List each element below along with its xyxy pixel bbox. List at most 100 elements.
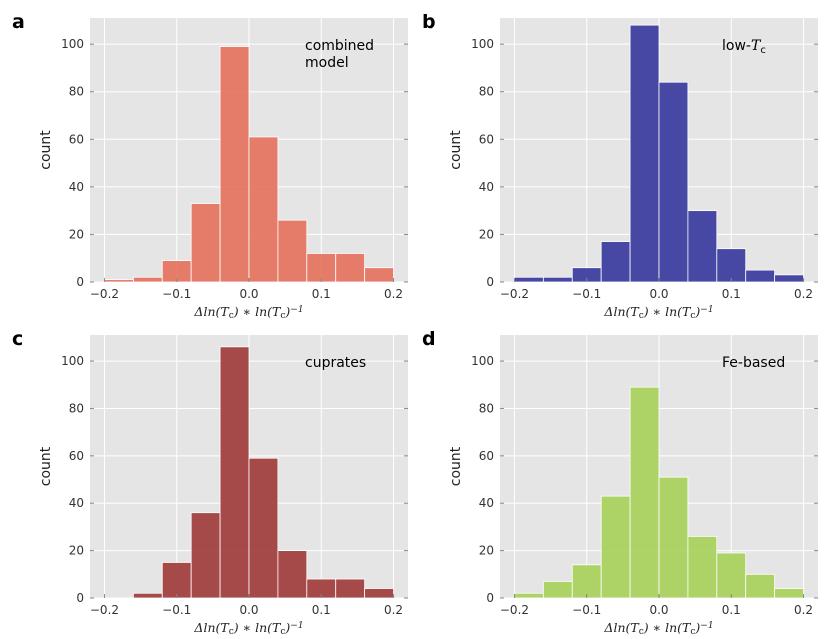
y-tick-label: 40 <box>69 496 84 510</box>
x-axis-label: Δln(Tc) ∗ ln(Tc)−1 <box>603 620 713 637</box>
histogram-bar <box>132 276 163 283</box>
histogram-bar <box>277 219 308 283</box>
histogram-bar <box>514 592 544 599</box>
histogram-bar <box>248 457 279 599</box>
y-tick-label: 100 <box>61 354 84 368</box>
histogram-bar <box>335 578 366 599</box>
histogram-bar <box>774 588 804 599</box>
x-tick-label: 0.1 <box>312 603 331 617</box>
panel-annotation: low-Tc <box>722 38 766 56</box>
x-tick-label: −0.1 <box>162 287 191 301</box>
y-tick-label: 0 <box>486 591 494 605</box>
panel-letter: a <box>12 11 25 33</box>
histogram-bar <box>629 24 660 283</box>
histogram-bar <box>774 274 804 283</box>
x-tick-label: 0.0 <box>649 287 668 301</box>
y-tick-label: 60 <box>69 132 84 146</box>
histogram-bar <box>745 269 776 283</box>
panel-d: −0.2 −0.1 0.0 0.1 0.2 0 20 40 60 80 100 count Δln(Tc… <box>422 328 818 637</box>
histogram-bar <box>364 588 394 599</box>
panel-a: −0.2 −0.1 0.0 0.1 0.2 0 20 40 60 80 100 count Δln(Tc… <box>12 11 408 321</box>
x-tick-label: 0.2 <box>794 603 813 617</box>
x-tick-label: 0.2 <box>794 287 813 301</box>
histogram-bar <box>335 253 366 283</box>
histogram-bar <box>716 248 747 283</box>
y-tick-label: 80 <box>69 401 84 415</box>
y-tick-label: 40 <box>69 180 84 194</box>
y-tick-label: 60 <box>69 449 84 463</box>
panel-annotation: combined <box>305 38 374 54</box>
y-axis-label: count <box>38 446 54 486</box>
x-tick-label: −0.1 <box>572 603 601 617</box>
y-tick-label: 80 <box>69 85 84 99</box>
panel-letter: c <box>12 328 23 350</box>
y-tick-label: 60 <box>479 132 494 146</box>
histogram-bar <box>132 592 163 599</box>
y-tick-label: 20 <box>69 544 84 558</box>
histogram-bar <box>364 267 394 283</box>
x-tick-label: 0.1 <box>722 287 741 301</box>
histogram-bar <box>629 386 660 599</box>
histogram-bar <box>571 564 602 599</box>
x-axis-label: Δln(Tc) ∗ ln(Tc)−1 <box>603 304 713 321</box>
y-tick-label: 0 <box>76 275 84 289</box>
panel-letter: d <box>422 328 436 350</box>
x-tick-label: −0.2 <box>500 603 529 617</box>
x-tick-label: 0.0 <box>649 603 668 617</box>
y-tick-label: 0 <box>486 275 494 289</box>
histogram-bar <box>745 573 776 599</box>
histogram-bar <box>716 552 747 599</box>
panel-annotation: model <box>305 55 349 71</box>
histogram-bar <box>542 581 573 599</box>
x-tick-label: −0.1 <box>572 287 601 301</box>
histogram-bar <box>600 495 631 599</box>
y-tick-label: 20 <box>479 227 494 241</box>
panel-letter: b <box>422 11 436 33</box>
y-axis-label: count <box>448 130 464 170</box>
y-tick-label: 100 <box>61 37 84 51</box>
histogram-bar <box>161 562 192 599</box>
histogram-bar <box>514 276 544 283</box>
y-tick-label: 40 <box>479 496 494 510</box>
histogram-bar <box>219 346 250 599</box>
panel-annotation: cuprates <box>305 355 366 371</box>
histogram-bar <box>277 550 308 599</box>
x-tick-label: 0.1 <box>722 603 741 617</box>
y-tick-label: 100 <box>471 354 494 368</box>
panel-c: −0.2 −0.1 0.0 0.1 0.2 0 20 40 60 80 100 count Δln(Tc… <box>12 328 408 637</box>
y-tick-label: 20 <box>69 227 84 241</box>
y-tick-label: 80 <box>479 85 494 99</box>
histogram-bar <box>190 512 221 599</box>
histogram-bar <box>104 279 134 283</box>
y-axis-label: count <box>38 130 54 170</box>
x-tick-label: −0.2 <box>90 287 119 301</box>
x-tick-label: −0.1 <box>162 603 191 617</box>
x-tick-label: −0.2 <box>90 603 119 617</box>
panel-annotation: Fe-based <box>722 355 785 371</box>
x-tick-label: 0.2 <box>384 603 403 617</box>
histogram-bar <box>600 241 631 283</box>
histogram-bar <box>248 136 279 283</box>
y-tick-label: 100 <box>471 37 494 51</box>
x-tick-label: 0.0 <box>239 287 258 301</box>
x-axis-label: Δln(Tc) ∗ ln(Tc)−1 <box>193 304 303 321</box>
histogram-bar <box>658 81 689 283</box>
y-tick-label: 80 <box>479 401 494 415</box>
panel-b: −0.2 −0.1 0.0 0.1 0.2 0 20 40 60 80 100 count Δln(Tc… <box>422 11 818 321</box>
y-tick-label: 40 <box>479 180 494 194</box>
y-tick-label: 20 <box>479 544 494 558</box>
histogram-bar <box>687 210 718 283</box>
y-axis-label: count <box>448 446 464 486</box>
x-tick-label: 0.2 <box>384 287 403 301</box>
histogram-bar <box>687 535 718 599</box>
histogram-bar <box>190 203 221 283</box>
histogram-bar <box>658 476 689 599</box>
x-axis-label: Δln(Tc) ∗ ln(Tc)−1 <box>193 620 303 637</box>
y-tick-label: 60 <box>479 449 494 463</box>
histogram-bar <box>306 253 337 283</box>
x-tick-label: −0.2 <box>500 287 529 301</box>
x-tick-label: 0.0 <box>239 603 258 617</box>
y-tick-label: 0 <box>76 591 84 605</box>
x-tick-label: 0.1 <box>312 287 331 301</box>
